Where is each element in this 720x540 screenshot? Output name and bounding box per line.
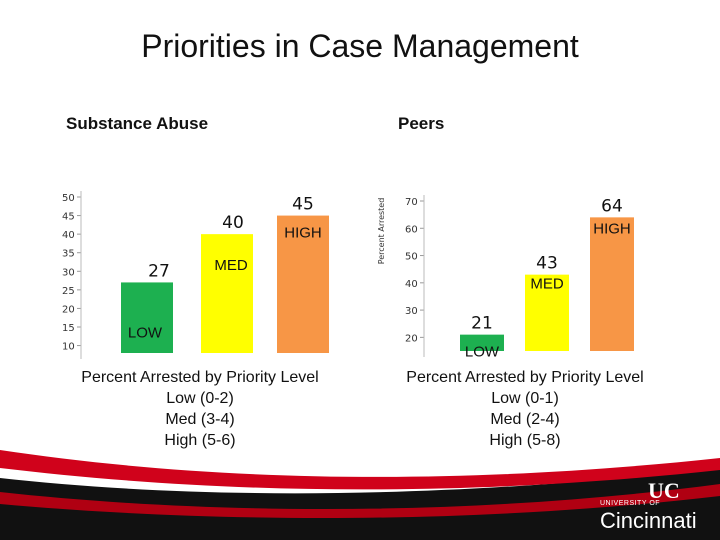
chart-title-peers: Peers [398, 114, 445, 133]
y-tick-label: 35 [62, 249, 75, 260]
uc-mark-icon: UC [648, 478, 680, 503]
bar-low [460, 334, 504, 351]
university-logo: UC UNIVERSITY OF Cincinnati [600, 478, 710, 533]
caption-line: Med (2-4) [490, 411, 560, 428]
bar-low [121, 282, 173, 353]
footer-dark-band [0, 468, 720, 540]
caption-line: Percent Arrested by Priority Level [81, 369, 319, 386]
y-tick-label: 45 [62, 212, 75, 223]
bar-med [525, 274, 569, 351]
footer-red-stripe [0, 450, 720, 490]
y-tick-label: 50 [405, 252, 418, 263]
chart-title-substance-abuse: Substance Abuse [66, 114, 209, 133]
bar-med [201, 234, 253, 353]
y-tick-label: 60 [405, 224, 418, 235]
category-label-med: MED [214, 257, 248, 274]
value-label-high: 64 [601, 196, 623, 216]
value-label-low: 21 [471, 314, 493, 334]
y-tick-label: 20 [405, 333, 418, 344]
value-label-low: 27 [148, 261, 170, 281]
category-label-med: MED [530, 276, 564, 293]
y-tick-label: 20 [62, 304, 75, 315]
y-tick-label: 50 [62, 193, 75, 204]
category-label-high: HIGH [284, 225, 322, 242]
category-label-high: HIGH [593, 220, 631, 237]
caption-line: Percent Arrested by Priority Level [406, 369, 644, 386]
caption-line: Low (0-1) [491, 390, 559, 407]
footer-red-stripe-2 [0, 484, 720, 519]
y-tick-label: 10 [62, 342, 75, 353]
value-label-med: 43 [536, 254, 558, 274]
caption-line: Low (0-2) [166, 390, 234, 407]
peers-chart: Percent Arrested 20 30 40 50 60 70 21 LOW 43 MED 64… [377, 195, 634, 361]
caption-substance-abuse: Percent Arrested by Priority Level Low (… [50, 367, 350, 451]
y-tick-label: 40 [405, 279, 418, 290]
caption-line: High (5-6) [164, 432, 236, 449]
page-title: Priorities in Case Management [141, 28, 579, 64]
category-label-low: LOW [465, 344, 500, 361]
university-name-text: Cincinnati [600, 508, 697, 533]
y-tick-label: 70 [405, 197, 418, 208]
caption-line: Med (3-4) [165, 411, 235, 428]
y-tick-label: 15 [62, 323, 75, 334]
footer-swoosh [0, 450, 720, 540]
y-tick-label: 25 [62, 286, 75, 297]
y-tick-label: 30 [62, 267, 75, 278]
y-axis-label: Percent Arrested [377, 198, 386, 265]
y-tick-label: 40 [62, 230, 75, 241]
bar-high [277, 215, 329, 353]
university-top-text: UNIVERSITY OF [600, 500, 661, 507]
bar-high [590, 217, 634, 351]
caption-peers: Percent Arrested by Priority Level Low (… [375, 367, 675, 451]
value-label-med: 40 [222, 213, 244, 233]
caption-line: High (5-8) [489, 432, 561, 449]
category-label-low: LOW [128, 324, 163, 341]
substance-abuse-chart: 10 15 20 25 30 35 40 45 50 27 LOW 40 MED 45 HIGH [62, 191, 329, 359]
value-label-high: 45 [292, 195, 314, 215]
y-tick-label: 30 [405, 306, 418, 317]
